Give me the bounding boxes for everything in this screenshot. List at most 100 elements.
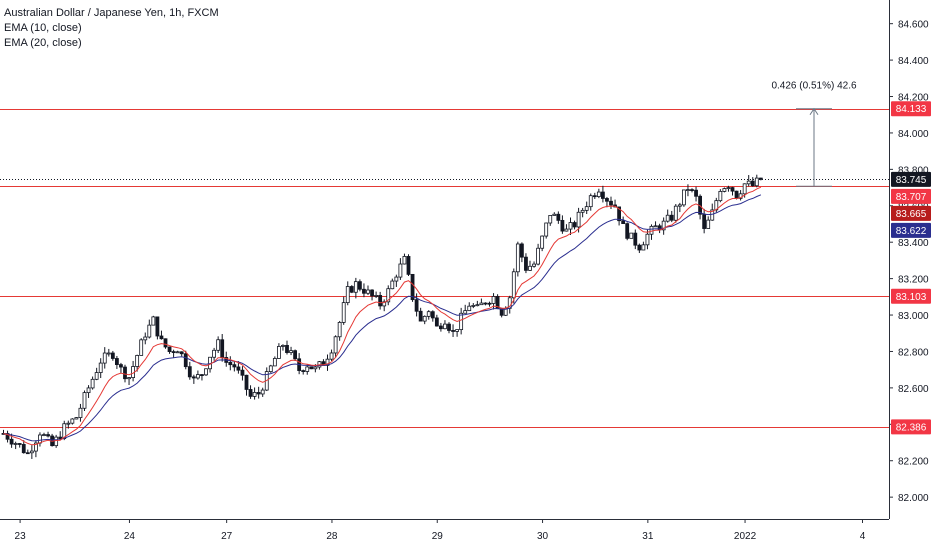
candle-down [232,364,237,368]
x-tick-label: 2022 [734,531,757,542]
price-badge: 83.707 [891,188,931,204]
candle-down [483,302,488,305]
price-badge-label: 83.665 [896,209,927,220]
candle-down [357,281,362,290]
candle-down [256,392,261,395]
y-tick-label: 82.200 [898,457,929,468]
candle-up [29,450,34,454]
candle-up [260,389,265,395]
candle-up [552,213,557,216]
candle-down [9,438,14,445]
candle-down [309,366,314,370]
y-tick-label: 82.800 [898,347,929,358]
candle-down [46,434,50,437]
candle-up [588,195,593,208]
price-badge-bg [891,205,931,221]
candle-up [467,305,472,312]
candle-up [645,233,650,246]
candle-down [734,190,739,199]
candle-up [471,305,476,307]
candle-up [515,243,520,273]
price-badge-bg [891,171,931,187]
candle-down [110,352,115,359]
y-tick-label: 83.400 [898,238,929,249]
candle-up [475,304,480,307]
candle-down [750,180,755,187]
candle-up [568,222,573,230]
measure-label: 0.426 (0.51%) 42.6 [771,81,856,92]
candle-up [268,365,273,372]
candle-down [609,200,613,206]
candle-down [171,351,176,353]
candle-up [422,315,427,322]
x-tick-label: 31 [642,531,654,542]
candle-up [13,443,18,445]
candle-down [410,273,415,301]
y-tick-label: 82.000 [898,493,929,504]
candle-down [248,389,253,397]
price-badge-label: 82.386 [896,422,927,433]
candle-down [560,219,565,232]
candle-down [159,335,164,340]
price-badge-bg [891,188,931,204]
candle-up [738,193,743,199]
candle-up [576,211,581,228]
candle-down [621,220,626,225]
candle-up [341,302,346,323]
candle-up [540,235,545,249]
ema-10-line [3,186,762,446]
candle-up [706,219,711,229]
candle-down [187,366,192,378]
candle-down [605,198,609,202]
candle-down [370,289,374,297]
x-tick-label: 24 [124,531,136,542]
candle-up [329,352,334,360]
candle-up [532,263,536,267]
candle-down [702,213,707,229]
y-tick-label: 83.200 [898,275,929,286]
candle-up [382,301,387,307]
price-badge: 82.386 [891,419,931,435]
candle-down [163,338,168,348]
candle-up [345,286,350,304]
candle-up [722,188,727,192]
candle-up [661,220,666,231]
candle-up [649,225,654,235]
candle-up [746,180,751,185]
candle-down [200,374,204,376]
candle-down [556,213,561,221]
candle-up [479,302,484,306]
candle-down [758,177,763,180]
candle-up [175,351,180,354]
candle-down [236,366,241,371]
candle-up [252,392,257,397]
price-badge: 83.745 [891,171,931,187]
candle-down [5,433,10,440]
price-badge-bg [891,222,931,238]
candle-up [281,344,285,347]
candles [1,174,763,459]
price-badge-label: 84.133 [896,104,927,115]
chart-legend: Australian Dollar / Japanese Yen, 1h, FX… [4,6,219,51]
candle-down [601,191,605,199]
candle-down [155,316,160,337]
candle-down [524,256,528,271]
candle-up [548,215,553,224]
candle-up [353,281,358,293]
candle-up [528,265,532,271]
candle-up [98,362,103,373]
candle-up [682,189,686,206]
candle-up [289,350,293,353]
candle-up [455,329,460,332]
candle-up [86,387,91,394]
candle-down [730,187,735,192]
candle-up [139,339,144,356]
y-tick-label: 84.400 [898,56,929,67]
candle-down [406,256,411,275]
y-tick-label: 83.800 [898,165,929,176]
candle-down [244,374,249,390]
y-tick-label: 83.000 [898,311,929,322]
x-tick-label: 23 [15,531,27,542]
